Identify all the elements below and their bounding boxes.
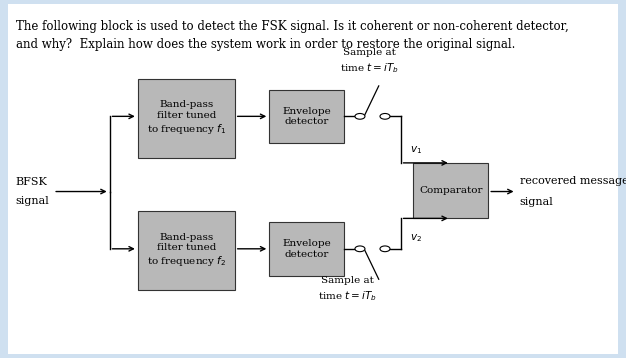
Text: Sample at
time $t = iT_b$: Sample at time $t = iT_b$ bbox=[340, 48, 399, 75]
Text: Band-pass
filter tuned
to frequency $f_2$: Band-pass filter tuned to frequency $f_2… bbox=[146, 233, 226, 268]
Text: Sample at
time $t = iT_b$: Sample at time $t = iT_b$ bbox=[318, 276, 377, 303]
Circle shape bbox=[380, 246, 390, 252]
Text: Comparator: Comparator bbox=[419, 186, 483, 195]
FancyBboxPatch shape bbox=[8, 4, 618, 354]
Text: recovered message: recovered message bbox=[520, 176, 626, 186]
Text: $v_2$: $v_2$ bbox=[410, 233, 422, 245]
Text: BFSK: BFSK bbox=[16, 177, 48, 187]
FancyBboxPatch shape bbox=[269, 90, 344, 143]
Text: $v_1$: $v_1$ bbox=[410, 144, 422, 156]
Text: signal: signal bbox=[16, 196, 49, 206]
Circle shape bbox=[355, 113, 365, 119]
FancyBboxPatch shape bbox=[138, 211, 235, 290]
Text: and why?  Explain how does the system work in order to restore the original sign: and why? Explain how does the system wor… bbox=[16, 38, 515, 50]
Circle shape bbox=[355, 246, 365, 252]
Text: signal: signal bbox=[520, 197, 553, 207]
FancyBboxPatch shape bbox=[138, 79, 235, 158]
FancyBboxPatch shape bbox=[269, 222, 344, 276]
Text: The following block is used to detect the FSK signal. Is it coherent or non-cohe: The following block is used to detect th… bbox=[16, 20, 568, 33]
Text: Envelope
detector: Envelope detector bbox=[282, 107, 331, 126]
FancyBboxPatch shape bbox=[413, 163, 488, 218]
Circle shape bbox=[380, 113, 390, 119]
Text: Envelope
detector: Envelope detector bbox=[282, 239, 331, 258]
Text: Band-pass
filter tuned
to frequency $f_1$: Band-pass filter tuned to frequency $f_1… bbox=[146, 101, 226, 136]
